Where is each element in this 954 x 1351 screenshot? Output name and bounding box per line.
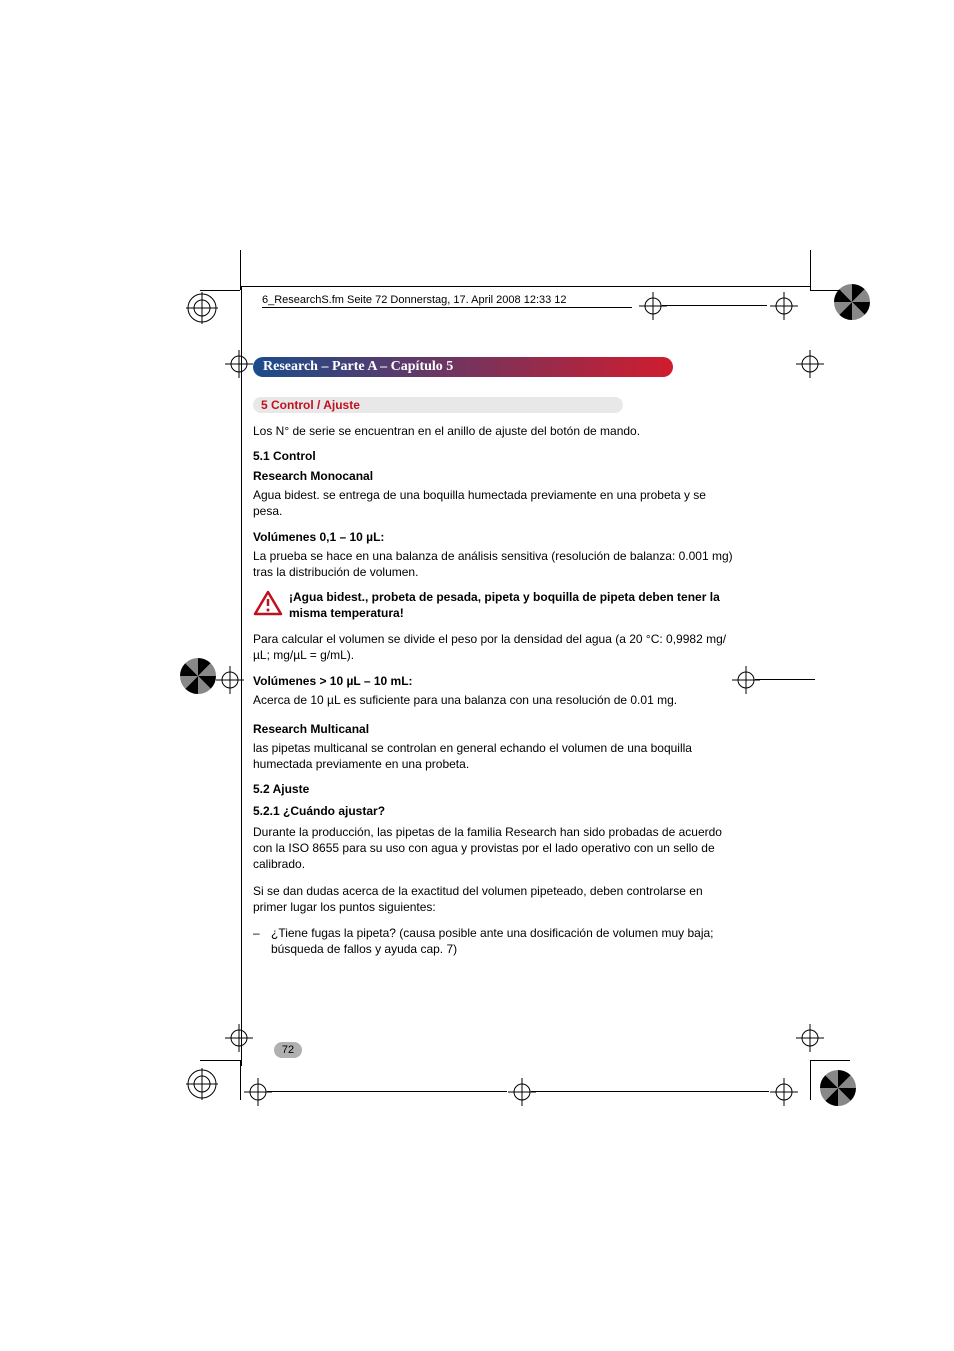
subsection-5-2: 5.2 Ajuste (253, 782, 743, 796)
vol-large-text: Acerca de 10 µL es suficiente para una b… (253, 692, 733, 708)
list-item-text: ¿Tiene fugas la pipeta? (causa posible a… (271, 925, 743, 957)
registration-mark (216, 666, 244, 694)
document-content: Research – Parte A – Capítulo 5 5 Contro… (253, 357, 743, 963)
warning-text: ¡Agua bidest., probeta de pesada, pipeta… (289, 590, 743, 621)
page-number: 72 (274, 1042, 302, 1058)
crop-mark (810, 1060, 850, 1061)
registration-mark (796, 350, 824, 378)
registration-mark (225, 350, 253, 378)
monocanal-text: Agua bidest. se entrega de una boquilla … (253, 487, 733, 519)
registration-mark (796, 1024, 824, 1052)
calc-text: Para calcular el volumen se divide el pe… (253, 631, 733, 663)
registration-mark-large (186, 1068, 218, 1100)
registration-mark (508, 1078, 536, 1106)
chapter-title: Research – Parte A – Capítulo 5 (253, 357, 673, 377)
reg-line (267, 1091, 507, 1092)
color-registration-mark (832, 282, 872, 322)
crop-mark (200, 290, 240, 291)
subsection-5-1: 5.1 Control (253, 449, 743, 463)
registration-mark-large (186, 292, 218, 324)
list-item: – ¿Tiene fugas la pipeta? (causa posible… (253, 925, 743, 957)
crop-mark (240, 1060, 241, 1100)
vol-large-heading: Volúmenes > 10 µL – 10 mL: (253, 674, 743, 688)
reg-line (662, 305, 767, 306)
registration-mark (770, 292, 798, 320)
reg-line (531, 1091, 769, 1092)
registration-mark (639, 292, 667, 320)
frame-line (241, 286, 811, 287)
color-registration-mark (178, 656, 218, 696)
reg-line (755, 679, 815, 680)
list-dash: – (253, 925, 271, 957)
crop-mark (810, 250, 811, 290)
serial-text: Los N° de serie se encuentran en el anil… (253, 423, 733, 439)
vol-small-heading: Volúmenes 0,1 – 10 µL: (253, 530, 743, 544)
color-registration-mark (818, 1068, 858, 1108)
warning-icon (253, 590, 283, 621)
doubt-text: Si se dan dudas acerca de la exactitud d… (253, 883, 733, 915)
header-underline (262, 307, 632, 308)
vol-small-text: La prueba se hace en una balanza de anál… (253, 548, 733, 580)
subsection-5-2-1: 5.2.1 ¿Cuándo ajustar? (253, 804, 743, 818)
multicanal-text: las pipetas multicanal se controlan en g… (253, 740, 733, 772)
warning-block: ¡Agua bidest., probeta de pesada, pipeta… (253, 590, 743, 621)
section-5-header: 5 Control / Ajuste (253, 397, 623, 413)
multicanal-heading: Research Multicanal (253, 722, 743, 736)
crop-mark (200, 1060, 240, 1061)
production-text: Durante la producción, las pipetas de la… (253, 824, 733, 873)
registration-mark (770, 1078, 798, 1106)
monocanal-heading: Research Monocanal (253, 469, 743, 483)
registration-mark (225, 1024, 253, 1052)
registration-mark (244, 1078, 272, 1106)
crop-mark (810, 1060, 811, 1100)
document-header: 6_ResearchS.fm Seite 72 Donnerstag, 17. … (262, 294, 567, 306)
crop-mark (240, 250, 241, 290)
